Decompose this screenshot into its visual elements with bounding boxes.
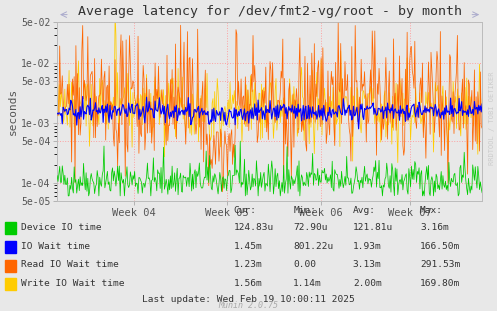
Text: IO Wait time: IO Wait time (21, 242, 90, 250)
Y-axis label: seconds: seconds (8, 88, 18, 135)
Text: Avg:: Avg: (353, 206, 376, 215)
Text: Last update: Wed Feb 19 10:00:11 2025: Last update: Wed Feb 19 10:00:11 2025 (142, 295, 355, 304)
Text: 72.90u: 72.90u (293, 223, 328, 232)
Text: 1.14m: 1.14m (293, 279, 322, 288)
Text: Min:: Min: (293, 206, 316, 215)
Text: 166.50m: 166.50m (420, 242, 460, 250)
Text: 1.56m: 1.56m (234, 279, 262, 288)
Text: Munin 2.0.75: Munin 2.0.75 (219, 301, 278, 310)
Text: 1.23m: 1.23m (234, 260, 262, 269)
Text: Max:: Max: (420, 206, 443, 215)
Text: 291.53m: 291.53m (420, 260, 460, 269)
Text: 0.00: 0.00 (293, 260, 316, 269)
Text: 1.93m: 1.93m (353, 242, 382, 250)
Text: Write IO Wait time: Write IO Wait time (21, 279, 124, 288)
Text: 2.00m: 2.00m (353, 279, 382, 288)
Text: RRDTOOL / TOBI OETIKER: RRDTOOL / TOBI OETIKER (489, 72, 495, 165)
Text: Device IO time: Device IO time (21, 223, 101, 232)
Text: Cur:: Cur: (234, 206, 256, 215)
Title: Average latency for /dev/fmt2-vg/root - by month: Average latency for /dev/fmt2-vg/root - … (78, 5, 462, 18)
Text: 801.22u: 801.22u (293, 242, 333, 250)
Text: 121.81u: 121.81u (353, 223, 393, 232)
Text: Read IO Wait time: Read IO Wait time (21, 260, 119, 269)
Text: 169.80m: 169.80m (420, 279, 460, 288)
Text: 124.83u: 124.83u (234, 223, 274, 232)
Text: 1.45m: 1.45m (234, 242, 262, 250)
Text: 3.16m: 3.16m (420, 223, 449, 232)
Text: 3.13m: 3.13m (353, 260, 382, 269)
